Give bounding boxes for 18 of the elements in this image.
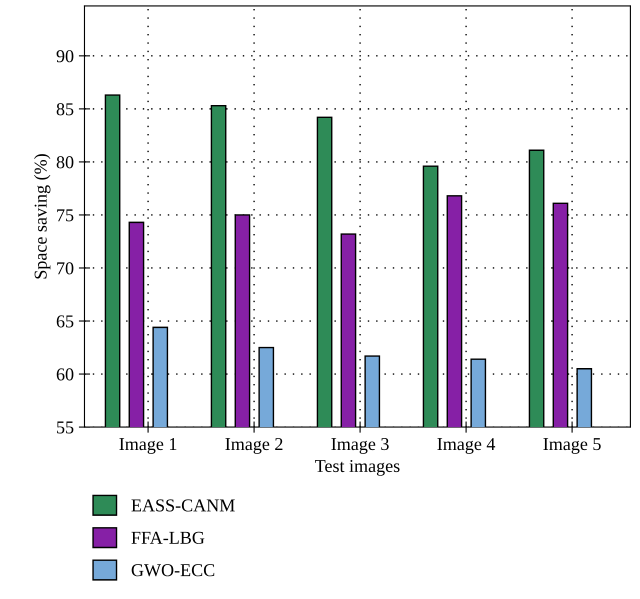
y-tick-label: 80: [56, 156, 74, 168]
y-tick-label: 85: [56, 103, 74, 116]
x-tick-label: Image 3: [331, 438, 389, 454]
x-tick-label: Image 1: [119, 438, 176, 454]
y-tick-label: 65: [56, 315, 74, 328]
x-axis-title: Test images: [315, 460, 400, 476]
y-tick-label: 70: [57, 262, 74, 274]
x-tick-label: Image 5: [543, 438, 601, 454]
y-tick-label: 60: [56, 368, 74, 380]
y-axis-title: Space saving (%): [34, 154, 50, 279]
legend-label: FFA-LBG: [131, 532, 204, 544]
x-tick-label: Image 4: [437, 438, 496, 454]
legend-label: GWO-ECC: [132, 564, 214, 576]
x-tick-label: Image 2: [225, 438, 282, 454]
legend-label: EASS-CANM: [131, 499, 235, 512]
y-tick-label: 90: [56, 50, 74, 62]
y-tick-label: 75: [57, 209, 74, 222]
y-tick-label: 55: [57, 422, 74, 434]
